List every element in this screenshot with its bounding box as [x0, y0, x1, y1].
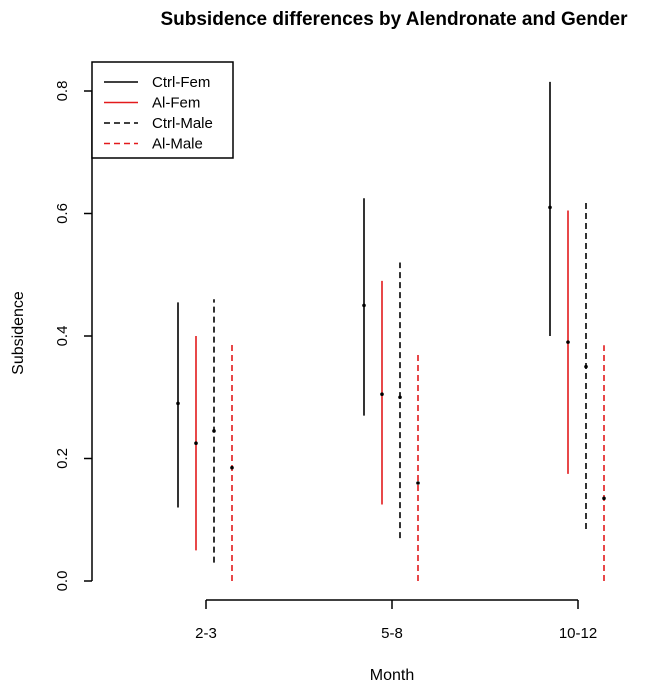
x-axis-label: Month [370, 667, 414, 684]
y-tick-label: 0.2 [54, 448, 71, 469]
legend-label: Ctrl-Fem [152, 74, 210, 91]
estimate-point [362, 303, 366, 308]
legend-box [91, 61, 234, 159]
chart-title: Subsidence differences by Alendronate an… [160, 9, 628, 30]
estimate-point [584, 364, 588, 369]
series-al-fem [194, 210, 570, 551]
legend: Ctrl-Fem Al-Fem Ctrl-Male Al-Male [91, 61, 234, 159]
legend-label: Ctrl-Male [152, 115, 213, 132]
series-ctrl-male [212, 201, 588, 563]
y-axis-label: Subsidence [10, 291, 27, 375]
series-ctrl-fem [176, 81, 552, 508]
estimate-point [194, 441, 198, 445]
x-axis: 2-3 5-8 10-12 [195, 599, 597, 642]
legend-label: Al-Fem [152, 95, 200, 112]
estimate-point [566, 340, 570, 344]
estimate-point [416, 481, 420, 485]
y-tick-label: 0.4 [54, 326, 71, 347]
estimate-point [230, 465, 234, 470]
y-tick-label: 0.6 [54, 203, 71, 224]
x-tick-label: 10-12 [559, 625, 597, 642]
estimate-point [176, 401, 180, 406]
estimate-point [380, 392, 384, 396]
y-tick-label: 0.0 [54, 571, 71, 592]
estimate-point [398, 395, 402, 400]
estimate-point [602, 496, 606, 501]
y-axis: 0.0 0.2 0.4 0.6 0.8 [54, 81, 93, 592]
x-tick-label: 2-3 [195, 625, 217, 642]
estimate-point [548, 205, 552, 210]
legend-label: Al-Male [152, 136, 203, 153]
series-al-male [230, 342, 606, 581]
error-bars [176, 81, 606, 581]
y-tick-label: 0.8 [54, 81, 71, 102]
x-tick-label: 5-8 [381, 625, 403, 642]
estimate-point [212, 429, 216, 433]
